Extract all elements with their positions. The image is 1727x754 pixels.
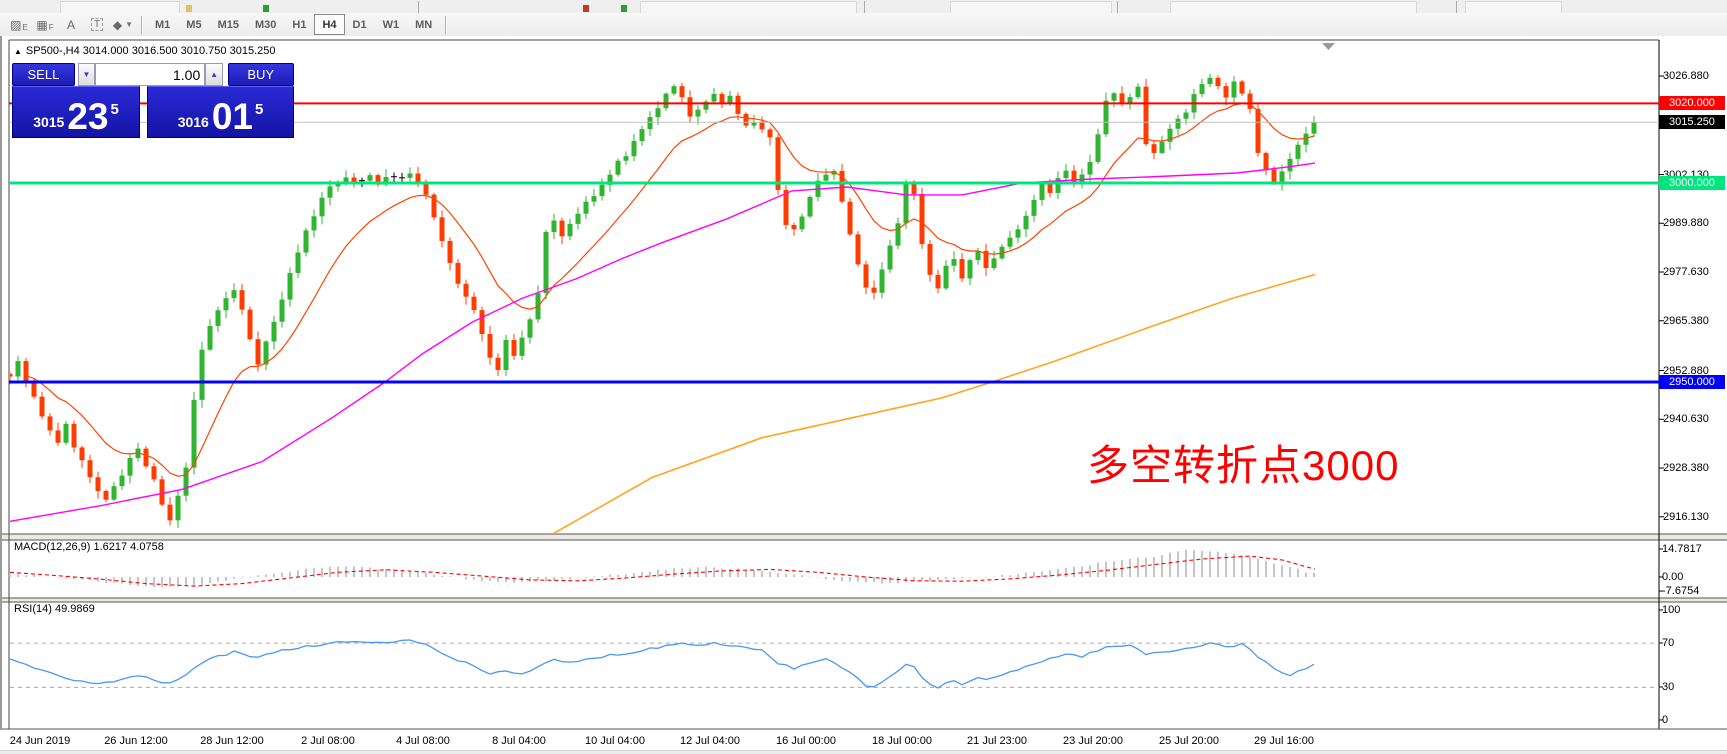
- price-tick-label: 2952.880: [1663, 365, 1709, 377]
- macd-scale-label: 0.00: [1662, 571, 1684, 583]
- tf-button-D1[interactable]: D1: [352, 18, 367, 31]
- sell-price-display[interactable]: 3015 23 5: [12, 86, 141, 138]
- date-tick-label: 2 Jul 08:00: [301, 735, 355, 747]
- tf-button-H4[interactable]: H4: [314, 14, 345, 35]
- price-line-badge: 3015.250: [1659, 115, 1725, 129]
- market-watch-icon: [263, 5, 269, 12]
- price-tick-label: 2940.630: [1663, 413, 1709, 425]
- toolbar-button-fragment: [1465, 1, 1562, 13]
- toolbar-button-fragment: [950, 1, 1112, 13]
- sell-price-handle: 3015: [33, 114, 65, 130]
- date-tick-label: 25 Jul 20:00: [1159, 735, 1219, 747]
- buy-price-handle: 3016: [177, 114, 209, 130]
- buy-price-display[interactable]: 3016 01 5: [147, 86, 294, 138]
- macd-indicator-label: MACD(12,26,9) 1.6217 4.0758: [14, 541, 164, 553]
- date-tick-label: 16 Jul 00:00: [776, 735, 836, 747]
- buy-button[interactable]: BUY: [227, 63, 294, 86]
- price-chart-canvas[interactable]: [2, 36, 1727, 754]
- text-label-icon[interactable]: A: [66, 17, 75, 32]
- price-line-badge: 2950.000: [1659, 375, 1725, 389]
- volume-input[interactable]: [95, 63, 206, 86]
- hatch-draw-icon[interactable]: ▨ E: [10, 17, 28, 33]
- drawing-and-timeframe-toolbar: ▨ E ▦ F A T ◆ ▼ M1 M5 M15 M30 H1 H4 D1 W1 MN: [0, 13, 1727, 37]
- rsi-scale-label: 70: [1662, 637, 1675, 649]
- time-scale[interactable]: [0, 730, 1727, 750]
- price-tick-label: 2977.630: [1663, 266, 1709, 278]
- volume-increase-button[interactable]: ▲: [205, 63, 223, 86]
- tf-button-MN[interactable]: MN: [415, 18, 433, 31]
- timeframe-buttons-group: M1 M5 M15 M30 H1 H4 D1 W1 MN: [147, 14, 440, 35]
- date-tick-label: 8 Jul 04:00: [492, 735, 546, 747]
- shapes-icon[interactable]: ◆ ▼: [112, 17, 134, 32]
- date-tick-label: 29 Jul 16:00: [1254, 735, 1314, 747]
- macd-scale-label: -7.6754: [1662, 585, 1700, 597]
- date-tick-label: 24 Jun 2019: [9, 735, 71, 747]
- volume-decrease-button[interactable]: ▼: [77, 63, 96, 86]
- buy-price-pips: 01: [211, 96, 254, 137]
- fibonacci-grid-icon[interactable]: ▦ F: [36, 17, 54, 33]
- date-tick-label: 26 Jun 12:00: [104, 735, 168, 747]
- date-tick-label: 28 Jun 12:00: [200, 735, 264, 747]
- bar-chart-icon: [621, 5, 627, 12]
- price-tick-label: 2928.380: [1663, 462, 1709, 474]
- price-tick-label: 2989.880: [1663, 217, 1709, 229]
- chart-window[interactable]: ▲ SP500-,H4 3014.000 3016.500 3010.750 30…: [0, 36, 1727, 754]
- toolbar-dropdown-fragment: [1170, 1, 1417, 13]
- tf-button-M30[interactable]: M30: [254, 18, 277, 31]
- clipped-upper-toolbar: [0, 0, 1727, 14]
- price-line-badge: 3000.000: [1659, 176, 1725, 190]
- drawing-tools-group: ▨ E ▦ F A T ◆ ▼: [6, 14, 136, 35]
- window-bottom-edge: [0, 750, 1727, 754]
- sell-price-point: 5: [110, 101, 119, 118]
- text-box-icon[interactable]: T: [85, 14, 109, 35]
- price-tick-label: 3026.880: [1663, 70, 1709, 82]
- rsi-indicator-label: RSI(14) 49.9869: [14, 603, 95, 615]
- date-tick-label: 10 Jul 04:00: [585, 735, 645, 747]
- chart-text-annotation: 多空转折点3000: [1087, 442, 1400, 489]
- price-line-badge: 3020.000: [1659, 96, 1725, 110]
- toolbar-button-fragment: [640, 1, 857, 13]
- tf-button-M1[interactable]: M1: [155, 18, 171, 31]
- toolbar-separator: [445, 15, 447, 34]
- date-tick-label: 12 Jul 04:00: [680, 735, 740, 747]
- toolbar-button-fragment: [60, 1, 180, 13]
- macd-scale-label: 14.7817: [1662, 543, 1702, 555]
- tf-button-H1[interactable]: H1: [292, 18, 307, 31]
- toolbar-separator: [141, 15, 142, 34]
- tf-button-W1[interactable]: W1: [382, 18, 400, 31]
- date-tick-label: 18 Jul 00:00: [872, 735, 932, 747]
- buy-price-point: 5: [255, 101, 264, 118]
- rsi-scale-label: 100: [1662, 604, 1681, 616]
- sell-button[interactable]: SELL: [12, 63, 75, 86]
- one-click-trading-panel: SELL ▼ ▲ BUY 3015 23 5 3016 01 5: [12, 63, 294, 138]
- collapse-triangle-icon[interactable]: ▲: [14, 47, 22, 56]
- rsi-scale-label: 0: [1662, 714, 1669, 726]
- price-tick-label: 2965.380: [1663, 315, 1709, 327]
- date-tick-label: 21 Jul 23:00: [967, 735, 1027, 747]
- sell-price-pips: 23: [67, 96, 109, 137]
- tf-button-M5[interactable]: M5: [186, 18, 202, 31]
- chart-type-icon: [583, 5, 589, 12]
- date-tick-label: 4 Jul 08:00: [396, 735, 450, 747]
- price-tick-label: 2916.130: [1663, 511, 1709, 523]
- date-tick-label: 23 Jul 20:00: [1063, 735, 1123, 747]
- tf-button-M15[interactable]: M15: [217, 18, 239, 31]
- symbol-ohlc-line: ▲ SP500-,H4 3014.000 3016.500 3010.750 30…: [14, 45, 276, 57]
- new-order-icon: [186, 5, 192, 12]
- rsi-scale-label: 30: [1662, 681, 1675, 693]
